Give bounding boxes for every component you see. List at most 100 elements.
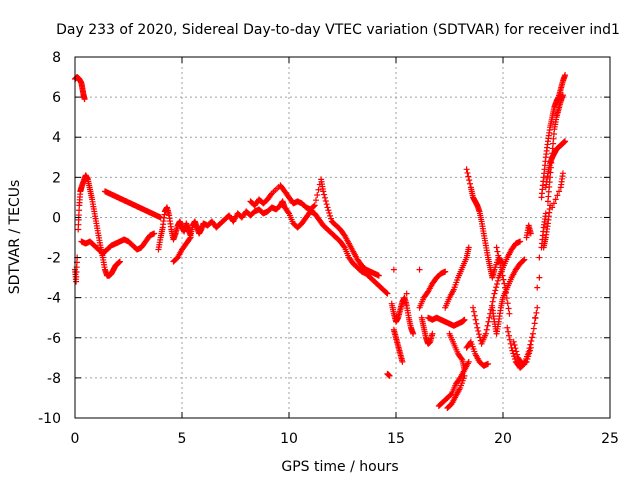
data-point [321,194,328,201]
data-point [528,337,535,344]
data-point [390,266,397,273]
x-tick-label: 10 [280,431,298,447]
data-point [484,322,491,329]
data-point [321,191,328,198]
y-tick-label: -4 [47,291,61,307]
data-point [315,186,322,193]
data-points [72,72,569,411]
data-point [312,197,319,204]
data-point [494,277,501,284]
data-point [556,188,563,195]
data-point [466,177,473,184]
data-point [506,336,513,343]
y-tick-label: 8 [52,50,61,66]
data-point [517,238,524,245]
data-point [559,170,566,177]
data-point [547,202,554,209]
data-point [461,372,468,379]
data-point [285,209,292,216]
data-point [527,230,534,237]
data-point [323,201,330,208]
data-point [501,280,508,287]
data-point [463,166,470,173]
data-point [493,244,500,251]
data-point [399,358,406,365]
data-point [471,312,478,319]
data-point [529,334,536,341]
plot-frame [74,56,611,419]
data-point [490,294,497,301]
data-point [525,348,532,355]
y-tick-label: -10 [38,411,61,427]
data-point [467,180,474,187]
data-point [473,320,480,327]
grid-lines [75,57,610,418]
data-point [507,340,514,347]
data-point [474,324,481,331]
chart-title: Day 233 of 2020, Sidereal Day-to-day VTE… [56,22,620,38]
data-point [491,290,498,297]
x-tick-label: 5 [178,431,187,447]
data-point [494,248,501,255]
data-point [465,244,472,251]
data-point [403,290,410,297]
data-point [326,210,333,217]
data-point [559,92,566,99]
data-point [508,344,515,351]
data-point [495,252,502,259]
data-point [458,355,465,362]
data-point [497,264,504,271]
y-tick-label: 6 [52,90,61,106]
data-point [384,290,391,297]
y-tick-label: -2 [47,251,61,267]
data-point [504,300,511,307]
data-point [116,258,123,265]
data-point [340,243,347,250]
data-point [550,200,557,207]
y-tick-label: -6 [47,331,61,347]
data-point [322,197,329,204]
data-point [186,235,193,242]
data-point [506,310,513,317]
data-point [465,173,472,180]
data-point [562,138,569,145]
axis-ticks: 0 5 10 15 20 25 -10 -8 -6 -4 -2 0 2 4 6 8 [38,50,619,447]
x-tick-label: 25 [601,431,619,447]
data-point [482,330,489,337]
data-point [151,230,158,237]
data-point [470,308,477,315]
data-point [505,332,512,339]
x-axis-label: GPS time / hours [281,459,398,475]
data-point [310,203,317,210]
data-point [511,353,518,360]
data-point [475,327,482,334]
data-point [498,268,505,275]
data-point [386,372,393,379]
data-point [485,318,492,325]
data-point [496,256,503,263]
data-point [464,169,471,176]
data-point [81,96,88,103]
data-point [562,72,569,79]
data-point [509,347,516,354]
data-point [325,207,332,214]
data-point [511,356,518,363]
data-point [470,304,477,311]
data-point [493,284,500,291]
data-point [494,281,501,288]
data-point [504,324,511,331]
data-point [442,268,449,275]
data-point [505,305,512,312]
data-point [527,341,534,348]
data-point [526,345,533,352]
data-point [532,315,539,322]
data-point [314,191,321,198]
data-point [534,304,541,311]
data-point [416,266,423,273]
data-point [375,272,382,279]
data-point [510,350,517,357]
data-point [492,287,499,294]
data-point [461,316,468,323]
data-point [465,358,472,365]
